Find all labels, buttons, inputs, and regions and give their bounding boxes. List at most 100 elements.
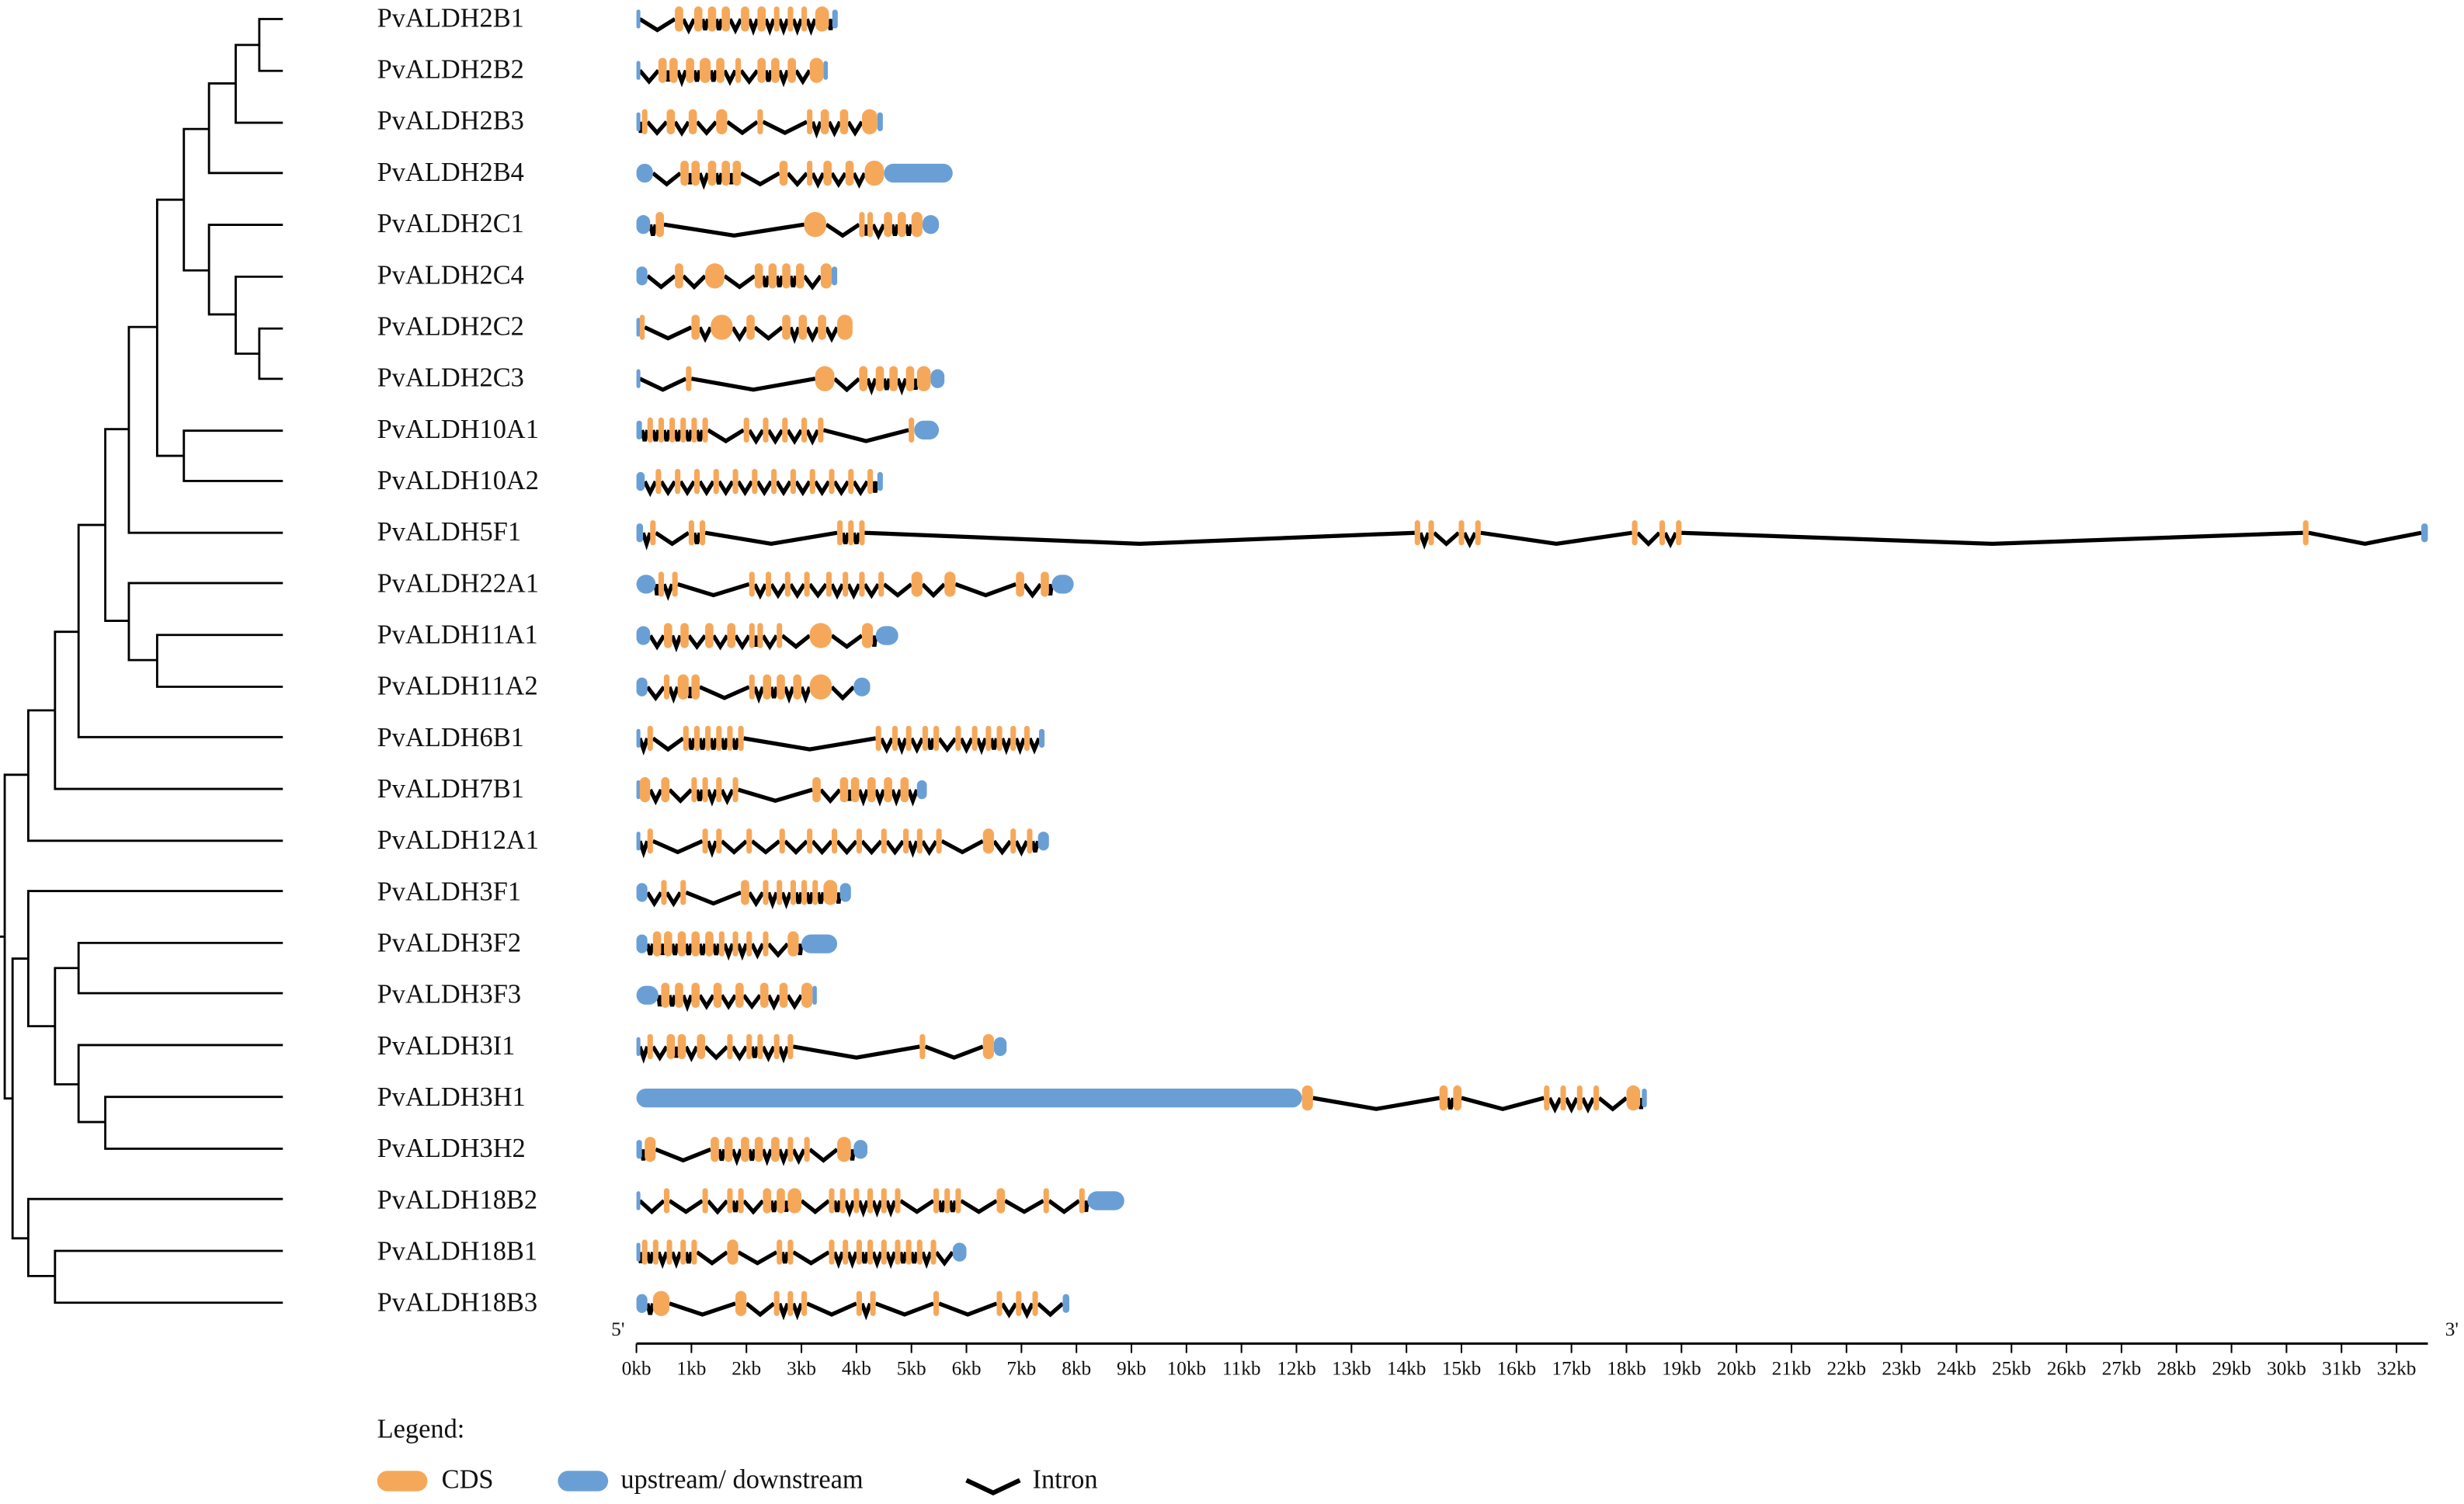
utr-region	[1037, 832, 1049, 851]
cds-exon	[661, 880, 667, 905]
gene-name: PvALDH3F1	[377, 877, 521, 906]
cds-exon	[804, 211, 826, 238]
cds-exon	[680, 880, 686, 905]
cds-exon	[650, 520, 656, 546]
intron	[766, 942, 790, 958]
cds-exon	[658, 57, 667, 83]
cds-exon	[716, 776, 722, 803]
cds-exon	[884, 776, 892, 803]
intron	[794, 69, 811, 85]
cds-exon	[820, 263, 832, 289]
cds-exon	[777, 674, 785, 700]
cds-exon	[702, 828, 708, 854]
cds-exon	[757, 6, 766, 32]
cds-exon	[829, 1188, 835, 1214]
intron	[742, 1199, 765, 1215]
cds-exon	[754, 1137, 763, 1162]
cds-exon	[757, 109, 763, 135]
cds-exon	[795, 263, 805, 289]
intron	[670, 634, 683, 653]
intron	[749, 943, 765, 960]
utr-region	[831, 266, 838, 286]
cds-exon	[691, 982, 700, 1008]
cds-exon	[996, 1290, 1003, 1316]
cds-exon	[801, 417, 808, 443]
utr-region	[636, 677, 648, 696]
cds-exon	[861, 109, 878, 135]
cds-exon	[661, 776, 670, 803]
cds-exon	[707, 6, 717, 32]
intron	[736, 943, 749, 961]
intron	[895, 737, 909, 755]
intron	[717, 480, 735, 497]
x-tick-label: 13kb	[1332, 1358, 1371, 1380]
cds-exon	[870, 1290, 876, 1316]
intron	[884, 1200, 897, 1218]
intron	[728, 172, 735, 185]
intron	[871, 481, 880, 493]
intron	[864, 530, 1415, 547]
cds-exon	[661, 982, 670, 1008]
intron	[783, 1200, 790, 1212]
cds-exon	[867, 211, 874, 238]
cds-exon	[727, 1033, 733, 1060]
cds-exon	[825, 571, 832, 597]
utr-region	[636, 471, 645, 491]
intron	[857, 789, 870, 807]
utr-region	[636, 985, 659, 1005]
intron	[686, 634, 707, 651]
gene-name: PvALDH10A2	[377, 466, 539, 495]
cds-exon	[702, 1188, 708, 1214]
intron	[720, 839, 748, 855]
intron	[934, 1251, 954, 1267]
intron	[766, 429, 784, 445]
cds-exon	[784, 571, 791, 597]
gene-structures: PvALDH2B1 PvALDH2B2 PvALDH2B3 PvALDH2B4 PvAL…	[377, 3, 2428, 1321]
intron	[2308, 530, 2422, 547]
cds-exon	[829, 468, 835, 495]
cds-exon	[652, 1239, 659, 1265]
intron	[794, 480, 811, 497]
cds-exon	[1560, 1085, 1566, 1111]
intron	[1013, 737, 1027, 755]
intron	[638, 1199, 666, 1215]
intron	[670, 943, 680, 956]
cds-exon	[843, 1239, 849, 1265]
intron	[736, 480, 754, 497]
intron	[783, 839, 808, 856]
intron	[836, 839, 858, 856]
cds-exon	[881, 1188, 887, 1214]
cds-exon	[721, 160, 730, 186]
x-tick-label: 1kb	[676, 1358, 706, 1380]
intron	[794, 891, 804, 905]
intron	[780, 891, 793, 910]
cds-exon	[777, 1188, 785, 1214]
utr-region	[636, 1191, 641, 1210]
cds-exon	[749, 571, 755, 597]
intron	[690, 377, 816, 392]
intron	[874, 789, 886, 807]
utr-region	[884, 163, 953, 183]
intron	[805, 429, 820, 446]
cds-exon	[889, 366, 898, 391]
intron	[906, 840, 919, 858]
cds-exon	[705, 931, 714, 957]
intron	[645, 1303, 655, 1315]
cds-exon	[804, 571, 810, 597]
intron	[1036, 1301, 1065, 1318]
intron	[1462, 532, 1478, 549]
intron	[791, 18, 804, 36]
intron	[862, 224, 870, 236]
cds-exon	[787, 57, 796, 83]
x-tick-label: 22kb	[1827, 1358, 1867, 1380]
intron	[719, 738, 729, 750]
cds-exon	[773, 1033, 780, 1060]
intron	[796, 943, 804, 956]
intron	[766, 891, 779, 910]
intron	[1580, 1096, 1596, 1114]
intron	[706, 789, 718, 807]
intron	[975, 737, 988, 755]
cds-exon	[843, 571, 849, 597]
intron	[1418, 532, 1430, 550]
intron	[920, 1251, 933, 1270]
